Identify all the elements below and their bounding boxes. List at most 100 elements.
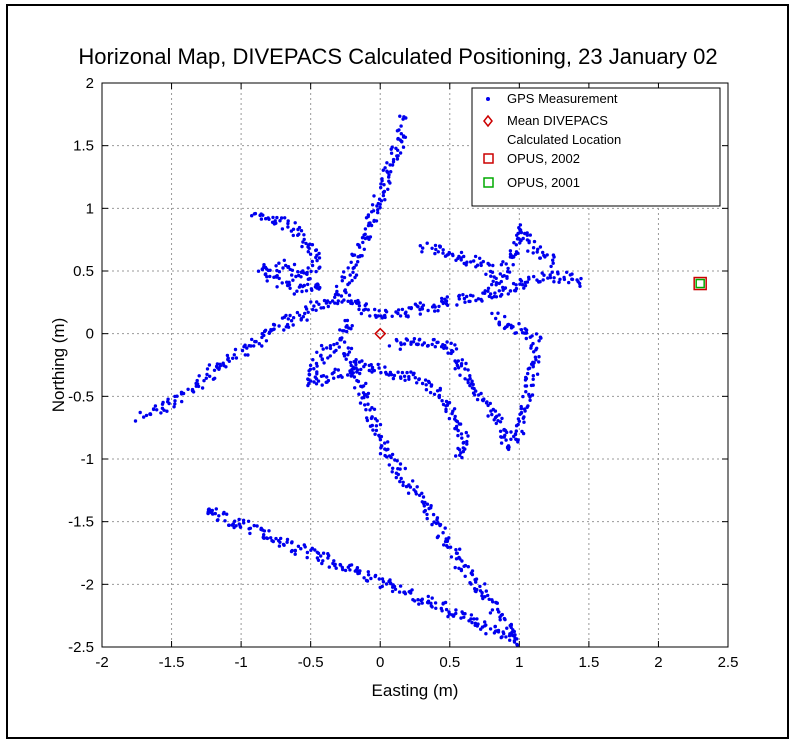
- gps-point: [160, 406, 165, 410]
- gps-point: [377, 433, 381, 438]
- gps-point: [430, 522, 434, 527]
- gps-point: [398, 584, 403, 588]
- gps-point: [339, 374, 343, 378]
- gps-point: [523, 327, 527, 331]
- x-tick-label: -1.5: [159, 654, 185, 671]
- gps-point: [281, 266, 285, 270]
- gps-point: [419, 598, 423, 603]
- gps-point: [336, 368, 340, 372]
- gps-point: [459, 256, 463, 260]
- gps-point: [522, 286, 526, 290]
- gps-point: [431, 338, 436, 342]
- gps-point: [272, 222, 277, 226]
- gps-point: [277, 270, 282, 274]
- plot-area-border: [101, 82, 729, 648]
- gps-point: [315, 282, 320, 286]
- gps-point: [552, 255, 556, 259]
- gps-point: [457, 293, 462, 298]
- gps-point: [474, 580, 478, 584]
- gps-point: [499, 441, 504, 445]
- gps-point: [275, 215, 279, 220]
- gps-point: [366, 391, 371, 396]
- gps-point: [531, 360, 535, 364]
- gps-point: [464, 430, 468, 435]
- gps-point: [506, 292, 510, 296]
- gps-point: [278, 219, 282, 223]
- gps-point: [454, 611, 458, 616]
- gps-point: [180, 399, 184, 404]
- x-tick-label: -0.5: [298, 654, 324, 671]
- gps-point: [484, 623, 488, 627]
- gps-point: [496, 311, 500, 315]
- gps-point: [259, 217, 264, 221]
- gps-point: [314, 255, 318, 260]
- gps-point: [538, 335, 543, 339]
- gps-point: [265, 279, 269, 283]
- gps-point: [225, 353, 230, 358]
- gps-point: [275, 285, 279, 289]
- gps-point: [296, 233, 300, 237]
- gps-point: [314, 382, 319, 386]
- gps-point: [366, 214, 370, 219]
- y-tick-label: 1.5: [73, 138, 94, 155]
- gps-point: [299, 229, 304, 233]
- location-markers: [374, 276, 707, 340]
- gps-point: [346, 346, 350, 350]
- gps-point: [506, 266, 510, 271]
- gps-point: [411, 479, 415, 483]
- gps-point: [357, 392, 361, 396]
- gps-point: [487, 597, 491, 601]
- gps-point: [262, 263, 266, 267]
- gps-point: [213, 511, 217, 516]
- gps-point: [534, 332, 539, 336]
- gps-point: [258, 213, 262, 218]
- gps-point: [366, 570, 370, 574]
- gps-point: [285, 537, 290, 542]
- gps-point: [222, 363, 226, 368]
- gps-point: [456, 433, 460, 438]
- gps-point: [570, 272, 574, 276]
- gps-point: [388, 578, 392, 582]
- gps-point: [372, 218, 376, 223]
- gps-point: [363, 362, 367, 367]
- gps-point: [369, 416, 374, 421]
- gps-point: [408, 589, 413, 593]
- gps-point: [274, 264, 278, 268]
- gps-point: [348, 568, 352, 572]
- gps-point: [424, 388, 429, 392]
- gps-point: [340, 565, 344, 570]
- gps-point: [458, 373, 462, 377]
- gps-point: [505, 430, 509, 435]
- gps-point: [480, 299, 484, 303]
- gps-point: [345, 329, 349, 334]
- y-tick-label: -2.5: [68, 639, 94, 656]
- gps-point: [438, 522, 442, 527]
- gps-point: [308, 252, 313, 256]
- gps-point: [277, 539, 281, 543]
- gps-point: [349, 299, 353, 303]
- gps-point: [272, 327, 276, 331]
- gps-point: [475, 622, 479, 627]
- gps-point: [291, 316, 296, 320]
- gps-point: [347, 293, 352, 297]
- gps-point: [384, 448, 389, 452]
- gps-point: [402, 374, 407, 378]
- gps-point: [535, 372, 540, 376]
- gps-point: [284, 313, 288, 318]
- x-axis-label: Easting (m): [372, 681, 459, 700]
- gps-point: [429, 383, 434, 387]
- gps-point: [241, 518, 246, 522]
- gps-point: [322, 361, 326, 365]
- gps-point: [459, 616, 463, 620]
- gps-point: [480, 591, 484, 595]
- gps-point: [260, 332, 264, 336]
- gps-point: [259, 526, 263, 530]
- gps-point: [331, 561, 335, 566]
- gps-point: [503, 314, 507, 319]
- gps-point: [283, 216, 287, 220]
- gps-point: [286, 325, 291, 329]
- gps-point: [213, 376, 217, 380]
- gps-point: [458, 453, 462, 457]
- gps-point: [172, 405, 176, 409]
